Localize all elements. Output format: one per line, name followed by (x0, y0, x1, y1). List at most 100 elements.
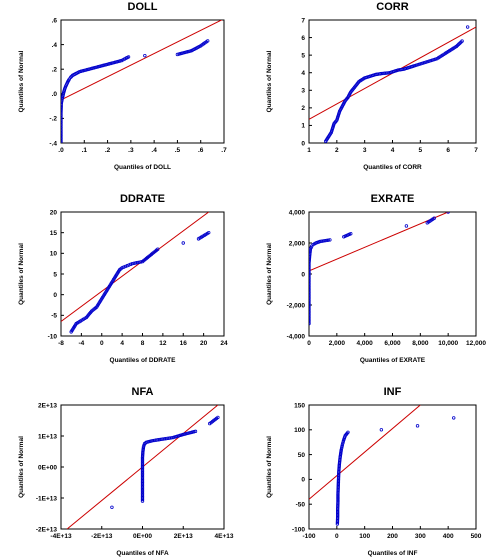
data-point (140, 465, 145, 469)
y-tick-label: 1E+13 (38, 433, 57, 440)
y-tick-label: 1 (301, 123, 305, 130)
data-point (187, 431, 192, 435)
data-point (140, 477, 145, 482)
chart-title: EXRATE (371, 193, 415, 205)
data-point (140, 499, 145, 503)
x-tick-label: .7 (221, 147, 227, 154)
data-point (309, 303, 311, 307)
data-point (424, 60, 428, 64)
data-point (309, 306, 311, 310)
data-point (152, 438, 157, 443)
data-point (309, 295, 311, 299)
x-tick-label: .5 (175, 147, 181, 154)
data-point (157, 437, 162, 442)
y-axis-label: Quantiles of Normal (266, 436, 273, 498)
data-point (108, 61, 113, 66)
data-point (193, 429, 198, 434)
x-tick-label: 100 (359, 533, 370, 540)
data-point (309, 261, 311, 265)
x-tick-label: -8 (58, 340, 64, 347)
data-point (61, 136, 63, 141)
data-point (320, 239, 324, 243)
x-axis-label: Quantiles of NFA (116, 550, 169, 557)
data-point (123, 264, 128, 269)
x-tick-label: -100 (302, 533, 315, 540)
x-axis-label: Quantiles of DOLL (114, 164, 171, 171)
chart-panel-nfa: NFA-4E+13 -2E+13 0E+00 2E+13 4E+13-2E+13-1E+… (18, 386, 234, 557)
data-point (452, 416, 456, 420)
y-tick-label: .6 (52, 17, 58, 24)
data-point (309, 311, 311, 315)
data-point (340, 444, 344, 449)
data-point (192, 430, 196, 434)
data-point (61, 129, 63, 133)
x-tick-label: 1 (307, 147, 311, 154)
x-tick-label: .6 (198, 147, 204, 154)
x-tick-label: 2,000 (329, 340, 346, 347)
data-point (378, 72, 382, 76)
data-point (309, 290, 311, 295)
data-point (417, 62, 422, 66)
data-point (337, 459, 342, 464)
x-tick-label: 0 (335, 533, 339, 540)
data-points (61, 39, 210, 143)
x-tick-label: 2 (335, 147, 339, 154)
data-point (328, 238, 332, 242)
data-point (130, 261, 135, 266)
data-point (61, 130, 63, 134)
data-point (175, 52, 180, 57)
data-point (128, 262, 133, 267)
data-point (341, 441, 345, 445)
data-point (460, 39, 464, 43)
data-point (207, 230, 211, 235)
data-point (61, 125, 63, 130)
data-point (112, 60, 116, 65)
y-tick-label: 100 (294, 427, 305, 434)
y-tick-label: .2 (52, 67, 58, 74)
data-point (126, 55, 131, 59)
data-point (341, 439, 346, 444)
data-point (61, 117, 63, 121)
data-point (349, 231, 353, 236)
data-point (432, 57, 436, 62)
data-point (383, 71, 387, 75)
data-point (118, 59, 122, 63)
reference-line (309, 405, 421, 500)
y-tick-label: 6 (301, 35, 305, 42)
data-point (309, 255, 312, 259)
data-point (140, 490, 145, 494)
data-point (186, 49, 190, 54)
data-point (140, 497, 145, 502)
data-points (324, 25, 470, 143)
data-point (181, 51, 186, 55)
data-points (110, 415, 220, 509)
data-point (178, 51, 183, 56)
data-point (309, 270, 311, 275)
data-point (162, 437, 167, 441)
y-tick-label: 0 (53, 292, 57, 299)
data-point (61, 124, 63, 128)
x-tick-label: 400 (443, 533, 454, 540)
data-point (105, 62, 110, 66)
data-point (141, 451, 145, 455)
data-point (156, 438, 160, 442)
data-point (309, 278, 311, 282)
data-point (91, 66, 96, 70)
data-point (96, 65, 100, 69)
y-tick-label: 10 (50, 251, 58, 258)
reference-line (309, 212, 449, 272)
y-tick-label: 15 (50, 230, 58, 237)
data-point (183, 432, 187, 436)
data-point (216, 415, 220, 420)
data-point (309, 300, 311, 304)
data-point (309, 259, 311, 264)
x-tick-label: 4E+13 (215, 533, 234, 540)
data-point (132, 261, 136, 266)
data-point (140, 476, 145, 480)
data-point (88, 67, 93, 71)
data-point (61, 109, 63, 113)
x-tick-label: 8,000 (412, 340, 429, 347)
data-point (135, 260, 140, 265)
data-point (140, 491, 145, 496)
data-point (141, 449, 145, 454)
